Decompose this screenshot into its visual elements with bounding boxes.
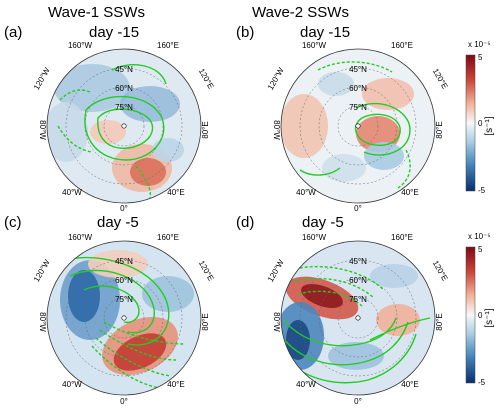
colorbar-tick-zero: 0 (478, 311, 483, 320)
colorbar-tick-min: -5 (478, 378, 486, 387)
label-120w: 120°W (266, 258, 286, 284)
label-120w: 120°W (32, 258, 52, 284)
label-40e: 40°E (167, 380, 184, 389)
label-120e: 120°E (197, 259, 216, 282)
panel-letter-c: (c) (4, 214, 22, 231)
contours (59, 256, 185, 389)
label-45n: 45°N (115, 257, 133, 266)
panel-letter-a: (a) (4, 24, 23, 41)
label-160e: 160°E (157, 233, 179, 242)
label-160e: 160°E (391, 41, 413, 50)
panel-title-a: day -15 (89, 24, 140, 41)
label-80e: 80°E (435, 121, 444, 138)
colorbar-gradient (465, 54, 476, 192)
label-80w: 80°W (38, 120, 47, 140)
label-75n: 75°N (115, 295, 133, 304)
colorbar-tick-max: 5 (478, 53, 483, 62)
label-40w: 40°W (296, 380, 316, 389)
contours (57, 64, 167, 199)
contours (299, 61, 411, 189)
label-45n: 45°N (349, 65, 367, 74)
label-0: 0° (354, 397, 362, 406)
label-120e: 120°E (431, 259, 450, 282)
label-80w: 80°W (38, 312, 47, 332)
column-title-wave2: Wave-2 SSWs (252, 4, 349, 21)
anomaly-field (281, 72, 414, 182)
label-80e: 80°E (435, 313, 444, 330)
label-0: 0° (120, 397, 128, 406)
label-75n: 75°N (349, 103, 367, 112)
panel-a-map (46, 48, 202, 204)
label-75n: 75°N (349, 295, 367, 304)
label-80e: 80°E (201, 121, 210, 138)
label-80w: 80°W (272, 120, 281, 140)
colorbar-tick-zero: 0 (478, 119, 483, 128)
colorbar-gradient (465, 246, 476, 384)
panel-title-c: day -5 (97, 214, 139, 231)
label-120w: 120°W (32, 66, 52, 92)
label-60n: 60°N (349, 84, 367, 93)
label-120e: 120°E (197, 67, 216, 90)
label-60n: 60°N (115, 84, 133, 93)
label-40e: 40°E (167, 188, 184, 197)
colorbar-multiplier: x 10⁻⁵ (468, 40, 491, 49)
label-0: 0° (120, 204, 128, 213)
label-60n: 60°N (349, 276, 367, 285)
colorbar-multiplier: x 10⁻⁵ (468, 232, 491, 241)
label-45n: 45°N (349, 257, 367, 266)
colorbar-tick-max: 5 (478, 245, 483, 254)
label-0: 0° (354, 204, 362, 213)
panel-c-map (46, 240, 202, 396)
label-120w: 120°W (266, 66, 286, 92)
label-160w: 160°W (302, 233, 327, 242)
label-45n: 45°N (115, 65, 133, 74)
panel-d-map (280, 240, 436, 396)
panel-title-d: day -5 (302, 214, 344, 231)
label-40w: 40°W (62, 380, 82, 389)
label-160w: 160°W (68, 41, 93, 50)
label-80w: 80°W (272, 312, 281, 332)
label-120e: 120°E (431, 67, 450, 90)
label-60n: 60°N (115, 276, 133, 285)
label-80e: 80°E (201, 313, 210, 330)
colorbar-top: x 10⁻⁵ 5 0 -5 [s⁻¹] (465, 40, 495, 195)
colorbar-tick-min: -5 (478, 186, 486, 195)
label-40e: 40°E (401, 380, 418, 389)
panel-title-b: day -15 (300, 24, 351, 41)
panel-b-map (280, 48, 436, 204)
label-160w: 160°W (302, 41, 327, 50)
label-160w: 160°W (68, 233, 93, 242)
label-75n: 75°N (115, 103, 133, 112)
colorbar-unit: [s⁻¹] (484, 308, 495, 327)
panel-letter-d: (d) (236, 214, 255, 231)
colorbar-unit: [s⁻¹] (484, 116, 495, 135)
label-40e: 40°E (401, 188, 418, 197)
colorbar-bottom: x 10⁻⁵ 5 0 -5 [s⁻¹] (465, 232, 495, 387)
column-title-wave1: Wave-1 SSWs (48, 4, 145, 21)
label-40w: 40°W (62, 188, 82, 197)
label-40w: 40°W (296, 188, 316, 197)
panel-letter-b: (b) (236, 24, 255, 41)
label-160e: 160°E (391, 233, 413, 242)
label-160e: 160°E (157, 41, 179, 50)
